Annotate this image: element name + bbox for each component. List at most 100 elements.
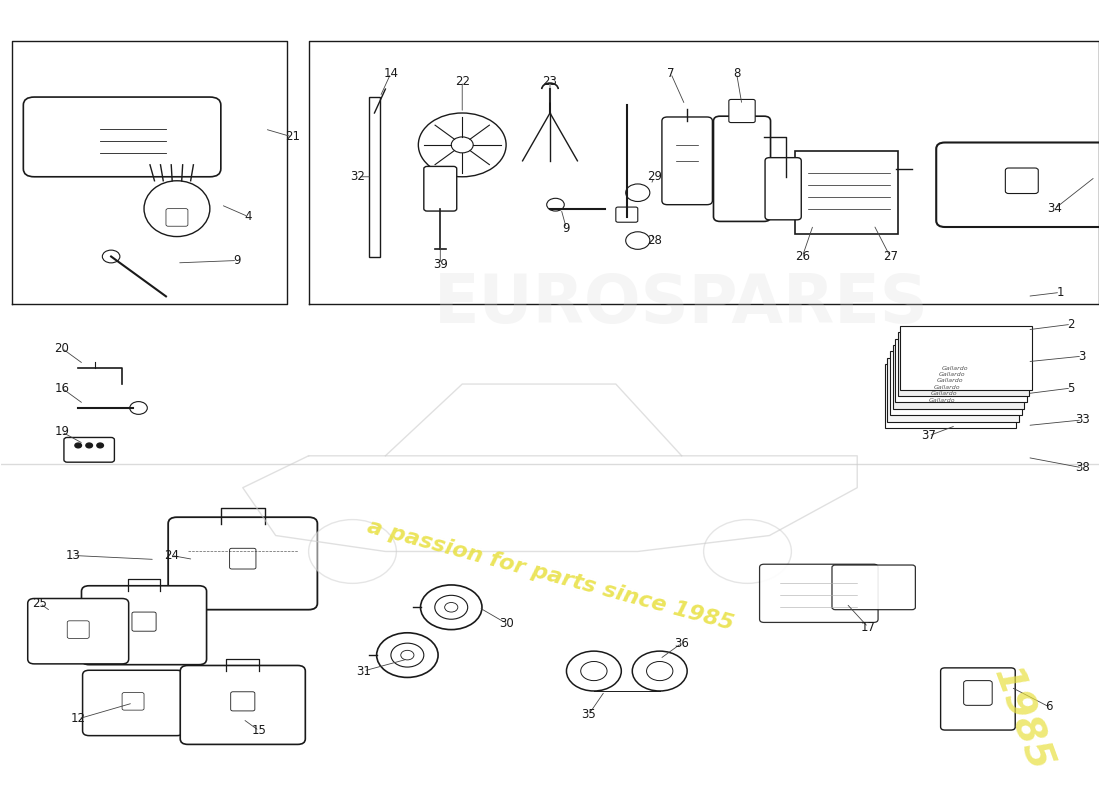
Circle shape [626, 232, 650, 250]
FancyBboxPatch shape [166, 209, 188, 226]
Text: 12: 12 [70, 712, 86, 726]
FancyBboxPatch shape [1005, 168, 1038, 194]
FancyBboxPatch shape [122, 693, 144, 710]
Text: Gallardo: Gallardo [932, 391, 958, 396]
FancyBboxPatch shape [81, 586, 207, 665]
FancyBboxPatch shape [23, 97, 221, 177]
Text: Gallardo: Gallardo [942, 366, 968, 370]
FancyBboxPatch shape [231, 692, 255, 711]
Circle shape [400, 650, 414, 660]
FancyBboxPatch shape [424, 166, 456, 211]
Text: EUROSPARES: EUROSPARES [434, 271, 930, 338]
Bar [884, 364, 1016, 428]
FancyBboxPatch shape [132, 612, 156, 631]
Circle shape [102, 250, 120, 263]
FancyBboxPatch shape [662, 117, 713, 205]
Text: 27: 27 [882, 250, 898, 263]
Text: 31: 31 [356, 665, 371, 678]
Text: 9: 9 [233, 254, 241, 267]
Text: Gallardo: Gallardo [936, 378, 964, 383]
Text: a passion for parts since 1985: a passion for parts since 1985 [364, 517, 736, 634]
FancyBboxPatch shape [64, 438, 114, 462]
Ellipse shape [144, 181, 210, 237]
FancyBboxPatch shape [940, 668, 1015, 730]
Text: 36: 36 [674, 637, 689, 650]
Text: 13: 13 [65, 549, 80, 562]
FancyBboxPatch shape [832, 565, 915, 610]
Text: 20: 20 [54, 342, 69, 354]
Circle shape [434, 595, 468, 619]
Text: 34: 34 [1047, 202, 1063, 215]
Text: 38: 38 [1075, 462, 1089, 474]
FancyBboxPatch shape [180, 666, 306, 744]
Text: 1: 1 [1056, 286, 1064, 299]
Text: 35: 35 [581, 709, 596, 722]
FancyBboxPatch shape [168, 517, 318, 610]
Text: 1985: 1985 [986, 662, 1058, 776]
Text: Gallardo: Gallardo [934, 385, 960, 390]
FancyBboxPatch shape [714, 116, 770, 222]
Text: 2: 2 [1067, 318, 1075, 330]
Text: Gallardo: Gallardo [939, 372, 966, 377]
Text: 39: 39 [432, 258, 448, 271]
Text: 15: 15 [252, 724, 266, 738]
FancyBboxPatch shape [67, 621, 89, 638]
FancyBboxPatch shape [230, 548, 256, 569]
Text: 19: 19 [54, 426, 69, 438]
Text: 8: 8 [733, 66, 740, 80]
FancyBboxPatch shape [729, 99, 756, 122]
FancyBboxPatch shape [616, 207, 638, 222]
Circle shape [75, 443, 81, 448]
Circle shape [420, 585, 482, 630]
Bar [892, 345, 1024, 409]
Text: 32: 32 [351, 170, 365, 183]
Text: 24: 24 [164, 549, 179, 562]
Circle shape [626, 184, 650, 202]
FancyBboxPatch shape [82, 670, 184, 736]
Bar [901, 326, 1032, 390]
Text: 7: 7 [667, 66, 674, 80]
Text: 9: 9 [563, 222, 570, 235]
FancyBboxPatch shape [766, 158, 801, 220]
Circle shape [390, 643, 424, 667]
Circle shape [86, 443, 92, 448]
Circle shape [581, 662, 607, 681]
Circle shape [376, 633, 438, 678]
Text: 5: 5 [1067, 382, 1075, 394]
Text: 16: 16 [54, 382, 69, 394]
Bar [898, 332, 1030, 396]
Bar [895, 338, 1027, 402]
Circle shape [418, 113, 506, 177]
Text: 17: 17 [860, 621, 876, 634]
FancyBboxPatch shape [964, 681, 992, 706]
Circle shape [632, 651, 688, 691]
Text: 25: 25 [32, 597, 47, 610]
FancyBboxPatch shape [28, 598, 129, 664]
FancyBboxPatch shape [794, 151, 898, 234]
Circle shape [309, 519, 396, 583]
Text: 33: 33 [1075, 414, 1089, 426]
Circle shape [547, 198, 564, 211]
Text: 14: 14 [384, 66, 398, 80]
Circle shape [97, 443, 103, 448]
Bar [888, 358, 1019, 422]
Bar [368, 97, 379, 257]
Bar [890, 351, 1022, 415]
Circle shape [130, 402, 147, 414]
Circle shape [647, 662, 673, 681]
Text: 6: 6 [1045, 701, 1053, 714]
Circle shape [451, 137, 473, 153]
Text: Gallardo: Gallardo [928, 398, 955, 402]
Text: 23: 23 [542, 74, 558, 88]
Text: 26: 26 [795, 250, 810, 263]
FancyBboxPatch shape [760, 564, 878, 622]
Text: 4: 4 [244, 210, 252, 223]
Text: 37: 37 [921, 430, 936, 442]
Circle shape [704, 519, 791, 583]
Text: 28: 28 [647, 234, 662, 247]
Text: 30: 30 [498, 617, 514, 630]
Text: 22: 22 [454, 74, 470, 88]
Text: 3: 3 [1078, 350, 1086, 362]
Circle shape [444, 602, 458, 612]
Text: 21: 21 [285, 130, 299, 143]
